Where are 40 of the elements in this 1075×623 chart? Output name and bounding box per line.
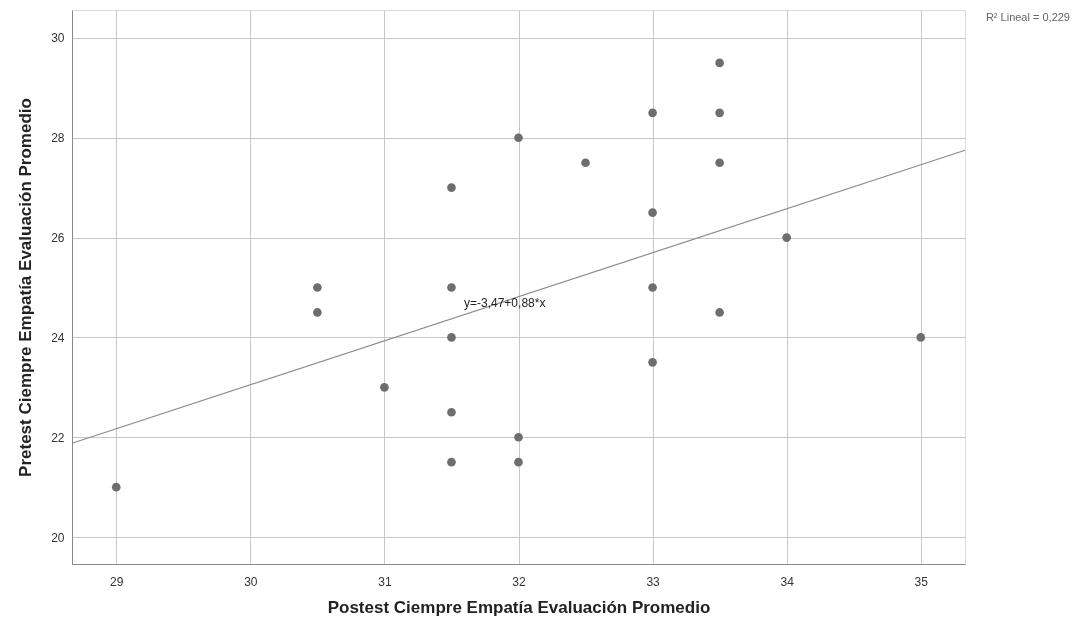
point	[111, 482, 121, 492]
point	[514, 457, 523, 467]
point	[447, 283, 456, 292]
x-tick-label: 34	[780, 574, 795, 589]
x-axis-title: Postest Ciempre Empatía Evaluación Promedio	[327, 597, 711, 617]
x-tick-label: 30	[244, 574, 258, 589]
y-tick-label: 20	[51, 530, 65, 545]
point	[648, 283, 657, 292]
point	[447, 407, 456, 417]
point	[715, 158, 724, 168]
point	[648, 358, 657, 367]
x-tick-label: 35	[914, 574, 929, 589]
point	[581, 158, 590, 168]
y-tick-label: 22	[51, 430, 65, 445]
point	[447, 183, 456, 192]
y-tick-label: 24	[51, 330, 65, 345]
x-tick-label: 31	[378, 574, 392, 589]
point	[514, 432, 523, 442]
y-axis-title: Pretest Ciempre Empatía Evaluación Promedio	[16, 98, 36, 477]
text: R² Lineal = 0,229	[985, 11, 1070, 23]
point	[916, 333, 926, 342]
point	[715, 58, 724, 68]
point	[313, 308, 322, 317]
point	[715, 108, 724, 118]
y-tick-label: 30	[51, 31, 65, 46]
point	[447, 333, 456, 342]
x-tick-label: 29	[110, 574, 124, 589]
point	[648, 208, 657, 217]
y-tick-label: 28	[51, 131, 65, 146]
point	[648, 108, 657, 118]
point	[447, 457, 456, 467]
point	[715, 308, 724, 317]
point	[313, 283, 322, 292]
point	[782, 233, 791, 242]
point	[380, 383, 389, 392]
x-tick-label: 32	[512, 574, 526, 589]
y-tick-label: 26	[51, 231, 65, 246]
x-tick-label: 33	[646, 574, 661, 589]
annotation: y=-3,47+0,88*x	[464, 296, 546, 310]
point	[514, 133, 523, 143]
